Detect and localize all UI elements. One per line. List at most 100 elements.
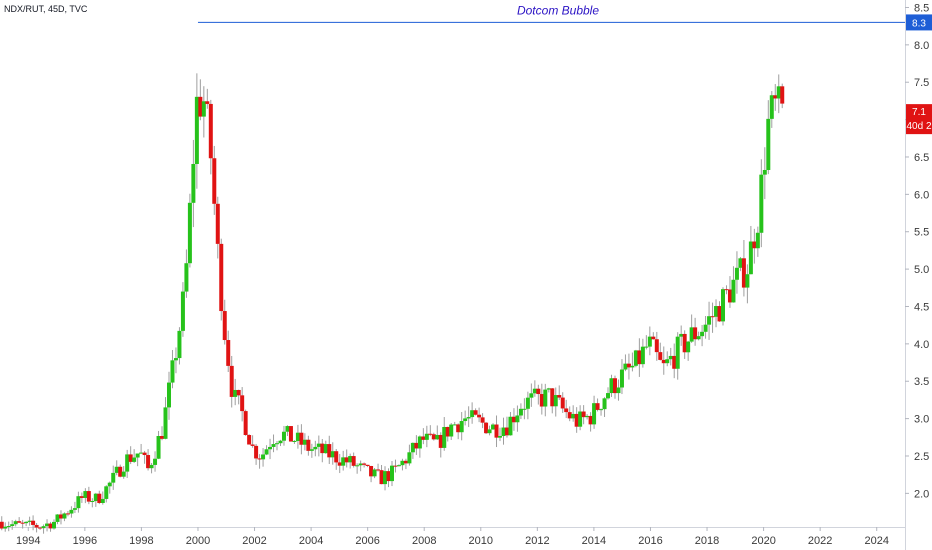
candle-down: [741, 258, 746, 288]
candle-up: [714, 306, 719, 317]
candle-down: [229, 365, 234, 397]
candle-up: [372, 469, 377, 477]
candle-down: [379, 470, 384, 485]
candle-up: [358, 463, 363, 466]
candle-up: [348, 456, 353, 463]
candle-up: [76, 496, 81, 509]
symbol-label: NDX/RUT, 45D, TVC: [4, 4, 88, 14]
candle-down: [212, 158, 217, 204]
candle-up: [90, 501, 95, 503]
candle-down: [198, 96, 203, 117]
price-tick-label: 6.0: [914, 189, 929, 201]
candle-down: [661, 359, 666, 364]
candle-down: [327, 444, 332, 458]
candle-up: [546, 388, 551, 390]
candle-up: [268, 446, 273, 450]
candle-down: [494, 424, 499, 438]
candle-down: [557, 395, 562, 398]
price-tick-label: 6.5: [914, 152, 929, 164]
candle-down: [337, 462, 342, 466]
candle-down: [477, 414, 482, 418]
candle-up: [170, 360, 175, 383]
candle-down: [226, 340, 231, 366]
candle-up: [83, 491, 88, 498]
candle-up: [114, 466, 119, 473]
candle-down: [428, 433, 433, 435]
candle-down: [205, 101, 210, 104]
candle-up: [309, 449, 314, 451]
candle-down: [539, 394, 544, 407]
candle-up: [647, 336, 652, 347]
candle-down: [588, 415, 593, 425]
price-tick-label: 5.0: [914, 264, 929, 276]
price-tick-label: 7.5: [914, 77, 929, 89]
time-tick-label: 2024: [864, 535, 888, 547]
time-axis: 1994 1996 1998 2000 2002 2004 2006 2008 2010 2012…: [16, 527, 889, 547]
candle-down: [334, 451, 339, 463]
candle-up: [459, 421, 464, 433]
candle-down: [637, 350, 642, 365]
candle-down: [581, 411, 586, 418]
candle-up: [498, 436, 503, 438]
time-tick-label: 2006: [355, 535, 379, 547]
candle-down: [38, 527, 43, 529]
candle-up: [292, 440, 297, 442]
candle-down: [595, 403, 600, 410]
candle-up: [609, 378, 614, 394]
price-tick-label: 4.0: [914, 339, 929, 351]
candle-up: [149, 464, 154, 469]
candle-up: [640, 346, 645, 365]
candle-down: [693, 327, 698, 340]
time-tick-label: 1998: [129, 535, 153, 547]
candle-down: [128, 454, 133, 462]
annotation-label: Dotcom Bubble: [517, 3, 599, 17]
candle-up: [166, 382, 171, 408]
price-axis: 2.02.53.03.54.04.55.05.56.06.57.07.58.08…: [905, 2, 929, 500]
candle-up: [285, 426, 290, 432]
candle-up: [3, 526, 8, 529]
candle-up: [532, 388, 537, 394]
time-tick-label: 2014: [582, 535, 606, 547]
candle-down: [484, 422, 489, 434]
candle-down: [376, 469, 381, 471]
plot-area[interactable]: [0, 0, 905, 527]
candle-down: [658, 352, 663, 360]
candle-up: [153, 458, 158, 465]
candle-down: [79, 496, 84, 498]
time-tick-label: 2016: [638, 535, 662, 547]
candle-up: [355, 465, 360, 467]
candle-up: [410, 442, 415, 453]
candle-up: [125, 454, 130, 472]
candle-up: [93, 493, 98, 502]
candle-up: [135, 453, 140, 458]
candle-down: [445, 426, 450, 437]
candle-up: [62, 513, 67, 519]
candle-down: [320, 443, 325, 454]
candle-up: [675, 336, 680, 369]
candle-down: [257, 458, 262, 460]
candle-up: [52, 521, 57, 529]
candle-up: [330, 451, 335, 458]
time-tick-label: 2002: [242, 535, 266, 547]
price-badges: 8.3 7.1 40d 2: [906, 14, 932, 135]
candle-down: [574, 413, 579, 427]
candle-down: [473, 410, 478, 415]
candle-up: [592, 403, 597, 425]
candle-down: [369, 465, 374, 477]
candle-down: [414, 442, 419, 449]
candle-up: [602, 398, 607, 410]
candle-up: [578, 411, 583, 427]
price-tick-label: 3.5: [914, 376, 929, 388]
candle-down: [386, 471, 391, 482]
candle-up: [407, 452, 412, 464]
candle-down: [511, 416, 516, 423]
candle-up: [571, 413, 576, 419]
candle-up: [111, 472, 116, 483]
candle-down: [724, 289, 729, 291]
candle-up: [759, 174, 764, 233]
candle-up: [606, 393, 611, 399]
time-tick-label: 2008: [412, 535, 436, 547]
candle-up: [449, 424, 454, 437]
candle-up: [463, 418, 468, 422]
